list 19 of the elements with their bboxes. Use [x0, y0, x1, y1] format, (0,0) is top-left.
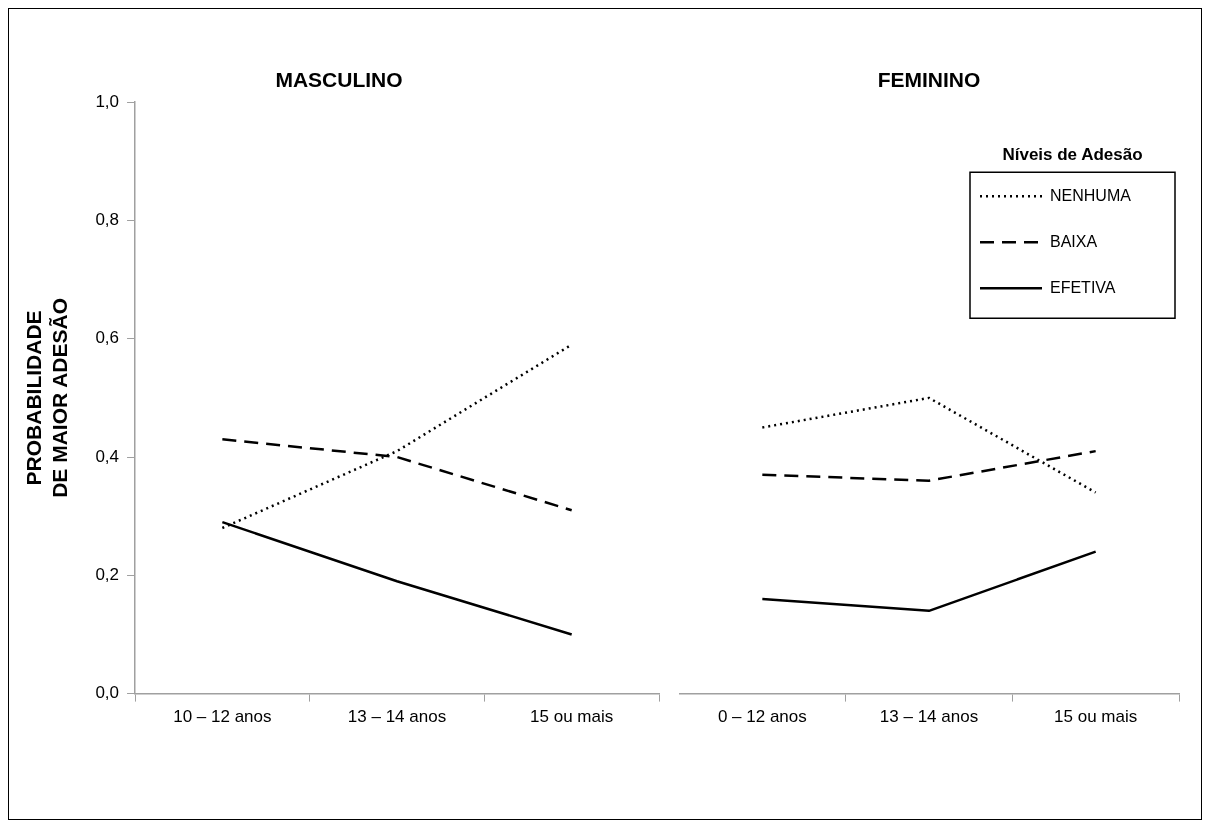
y-tick-label: 0,6 [95, 328, 120, 348]
legend-title: Níveis de Adesão [1002, 145, 1143, 165]
x-tick-label: 15 ou mais [1054, 707, 1138, 727]
x-tick-label: 0 – 12 anos [717, 707, 807, 727]
x-tick-label: 10 – 12 anos [173, 707, 272, 727]
x-tick-label: 13 – 14 anos [879, 707, 979, 727]
x-tick-label: 13 – 14 anos [347, 707, 447, 727]
y-tick-label: 0,4 [95, 446, 120, 466]
y-tick-label: 1,0 [95, 91, 120, 111]
legend-label: EFETIVA [1050, 278, 1116, 296]
y-axis-title: PROBABILIDADE DE MAIOR ADESÃO [22, 297, 71, 498]
legend-label: NENHUMA [1050, 186, 1132, 204]
legend-label: BAIXA [1050, 232, 1098, 250]
y-tick-label: 0,0 [95, 683, 120, 703]
y-tick-label: 0,2 [95, 565, 120, 585]
chart-title: MASCULINO [275, 68, 403, 92]
x-tick-label: 15 ou mais [530, 707, 614, 727]
chart-title: FEMININO [877, 68, 981, 92]
y-tick-label: 0,8 [95, 210, 120, 230]
